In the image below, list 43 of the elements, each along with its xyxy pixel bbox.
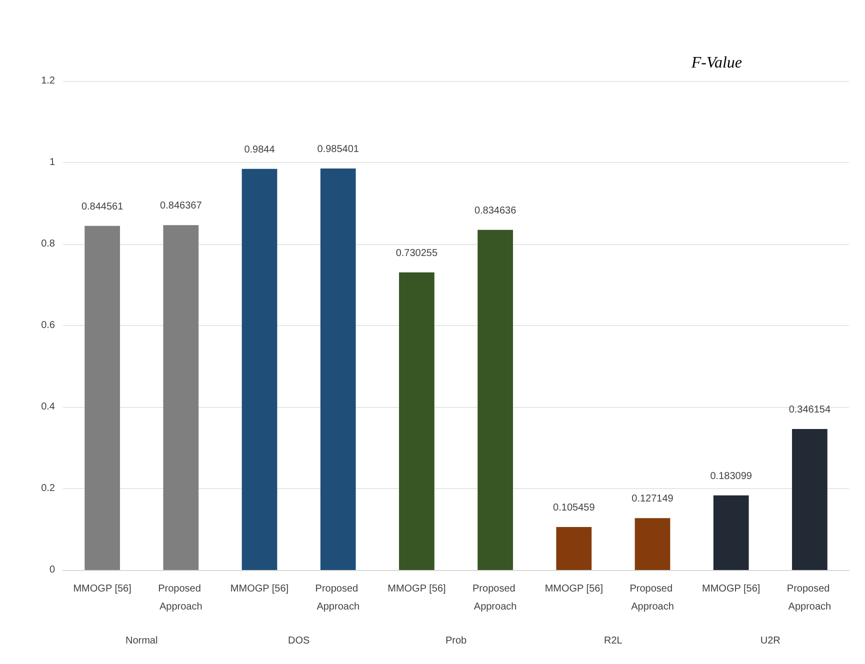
data-label: 0.985401 — [317, 144, 360, 155]
text: U2R — [760, 636, 780, 646]
y-tick-label: 1 — [49, 157, 56, 168]
data-label: 0.127149 — [632, 494, 674, 505]
bar — [792, 428, 828, 570]
y-tick-label: 0 — [49, 564, 56, 576]
x-tick-label: Proposed Approach — [630, 584, 676, 612]
x-tick-label: Proposed Approach — [315, 584, 361, 612]
y-tick-label: 0.6 — [41, 320, 56, 331]
x-tick-label: Proposed Approach — [158, 584, 204, 612]
text: Normal — [125, 636, 158, 646]
x-tick-label: Proposed Approach — [786, 584, 832, 612]
y-tick-label: 0.8 — [41, 238, 56, 250]
bar — [242, 168, 278, 570]
y-tick-label: 0.2 — [41, 483, 56, 494]
bar — [556, 527, 592, 570]
data-label: 0.9844 — [244, 144, 276, 156]
data-label: 0.846367 — [160, 200, 202, 212]
data-label: 0.105459 — [553, 502, 596, 514]
chart-title: F-Value — [690, 54, 742, 72]
x-tick-label: MMOGP [56] — [702, 584, 760, 594]
text: Prob — [445, 636, 467, 646]
data-label: 0.183099 — [710, 470, 752, 482]
bar — [163, 225, 199, 570]
data-label: 0.834636 — [474, 205, 517, 216]
bar — [84, 226, 120, 570]
bar — [399, 272, 434, 570]
bar — [713, 495, 749, 570]
y-tick-label: 0.4 — [41, 402, 56, 412]
x-tick-label: MMOGP [56] — [230, 584, 289, 594]
data-label: 0.844561 — [81, 201, 124, 212]
x-tick-label: MMOGP [56] — [544, 584, 604, 594]
x-tick-label: Proposed Approach — [472, 584, 518, 612]
bar — [478, 230, 513, 570]
bar — [320, 168, 356, 570]
x-tick-label: MMOGP [56] — [73, 584, 132, 594]
text: R2L — [604, 636, 623, 646]
x-tick-label: MMOGP [56] — [388, 584, 446, 594]
text: DOS — [288, 636, 310, 646]
y-tick-label: 1.2 — [41, 76, 56, 86]
data-label: 0.346154 — [788, 404, 831, 416]
data-label: 0.730255 — [396, 248, 438, 259]
bar — [634, 518, 670, 570]
